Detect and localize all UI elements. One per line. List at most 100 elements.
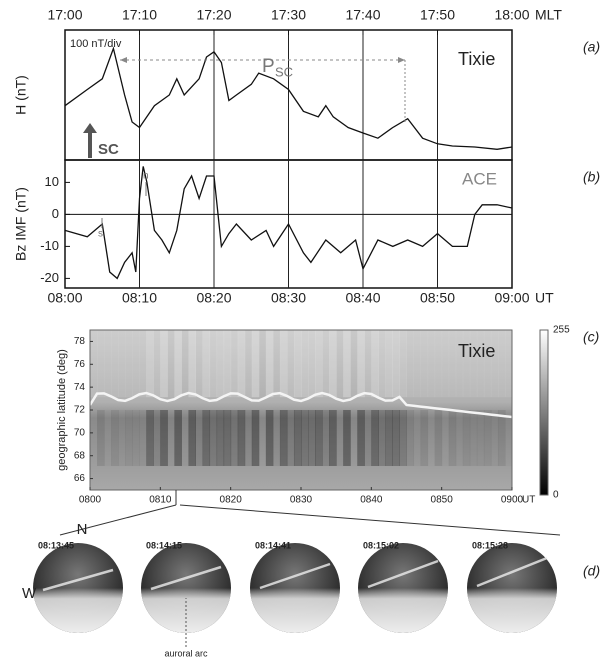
keogram-stripe	[455, 410, 464, 466]
keogram-stripe	[237, 330, 246, 398]
x-tick-label: 08:00	[47, 290, 82, 306]
x-axis-label: UT	[535, 290, 554, 306]
keogram-stripe	[364, 330, 372, 398]
arc-label: auroral arc	[164, 648, 208, 658]
station-label: Tixie	[458, 49, 495, 69]
image-time: 08:15:02	[363, 540, 399, 550]
image-time: 08:13:45	[38, 540, 74, 550]
colorbar-tick-label: 0	[553, 490, 559, 501]
keogram-stripe	[476, 410, 485, 466]
psc-subscript: SC	[275, 64, 293, 79]
keogram-stripe	[230, 330, 239, 398]
keogram-stripe	[202, 330, 211, 398]
panel-label: (d)	[583, 563, 600, 579]
top-x-tick-label: 17:20	[196, 7, 231, 23]
x-tick-label: 0900	[501, 495, 524, 506]
y-tick-label: 66	[74, 473, 86, 484]
panel-label: (b)	[583, 169, 600, 185]
keogram-stripe	[448, 330, 457, 398]
keogram-stripe	[259, 410, 267, 466]
sky-image	[141, 543, 231, 633]
y-axis-label: H (nT)	[13, 75, 29, 115]
y-tick-label: 10	[45, 174, 59, 189]
keogram-stripe	[336, 330, 344, 398]
keogram-stripe	[153, 330, 161, 398]
keogram-stripe	[125, 330, 133, 398]
keogram-stripe	[406, 410, 415, 466]
keogram-stripe	[392, 410, 400, 466]
y-tick-label: 74	[74, 382, 86, 393]
keogram-stripe	[364, 410, 372, 466]
keogram-stripe	[343, 330, 351, 398]
keogram-stripe	[230, 410, 239, 466]
y-axis-label: Bz IMF (nT)	[13, 187, 29, 261]
keogram-stripe	[279, 330, 288, 398]
keogram-stripe	[160, 410, 168, 466]
sky-lower	[141, 543, 231, 633]
keogram-stripe	[104, 330, 112, 398]
y-tick-label: -10	[40, 238, 59, 253]
keogram-stripe	[371, 410, 379, 466]
keogram-stripe	[497, 330, 506, 398]
y-tick-label: 0	[52, 206, 59, 221]
keogram-stripe	[483, 330, 492, 398]
sky-lower	[358, 543, 448, 633]
keogram-stripe	[195, 410, 204, 466]
keogram-stripe	[216, 330, 225, 398]
keogram-stripe	[420, 410, 429, 466]
keogram-stripe	[251, 330, 260, 398]
keogram-stripe	[90, 330, 98, 398]
keogram-stripe	[308, 330, 316, 398]
x-tick-label: 0830	[290, 495, 313, 506]
source-label: ACE	[462, 169, 497, 188]
keogram-stripe	[420, 330, 429, 398]
arc-streak	[476, 556, 548, 588]
keogram-stripe	[202, 410, 211, 466]
keogram-stripe	[223, 330, 232, 398]
panel-label: (c)	[583, 329, 599, 345]
top-x-tick-label: 17:50	[420, 7, 455, 23]
keogram-stripe	[385, 410, 393, 466]
s-label: s	[98, 229, 103, 240]
top-x-tick-label: 17:30	[271, 7, 306, 23]
top-x-tick-label: 17:00	[47, 7, 82, 23]
keogram-stripe	[259, 330, 267, 397]
keogram-stripe	[448, 410, 457, 466]
keogram-stripe	[483, 410, 492, 466]
arc-streak	[42, 568, 114, 592]
keogram-stripe	[286, 410, 295, 466]
keogram-stripe	[469, 330, 478, 398]
keogram-stripe	[223, 410, 232, 466]
panel-label: (a)	[583, 39, 600, 55]
north-label: N	[77, 521, 88, 538]
keogram-stripe	[167, 410, 175, 466]
keogram-stripe	[434, 410, 443, 466]
keogram-stripe	[188, 330, 196, 398]
arc-band	[88, 391, 513, 419]
x-tick-label: 0850	[431, 495, 454, 506]
keogram-stripe	[301, 410, 309, 466]
colorbar	[539, 329, 549, 496]
keogram-stripe	[427, 330, 436, 398]
keogram-stripe	[153, 410, 161, 466]
station-label: Tixie	[458, 341, 495, 361]
image-time: 08:14:15	[146, 540, 182, 550]
arc-streak	[367, 559, 439, 589]
keogram-stripe	[118, 330, 126, 398]
keogram-stripe	[209, 330, 218, 398]
zoom-line	[179, 504, 561, 536]
x-tick-label: 0810	[149, 495, 172, 506]
keogram-stripe	[293, 410, 302, 466]
x-tick-label: 0840	[360, 495, 383, 506]
keogram-stripe	[195, 330, 204, 398]
keogram-stripe	[399, 330, 407, 398]
keogram-stripe	[371, 330, 379, 398]
sky-image	[250, 543, 340, 633]
keogram-stripe	[469, 410, 478, 466]
keogram-stripe	[322, 330, 330, 398]
sc-label: SC	[98, 141, 119, 158]
keogram-stripe	[329, 410, 337, 466]
keogram-stripe	[265, 410, 274, 466]
scale-note: 100 nT/div	[70, 38, 122, 50]
keogram-stripe	[350, 330, 358, 397]
